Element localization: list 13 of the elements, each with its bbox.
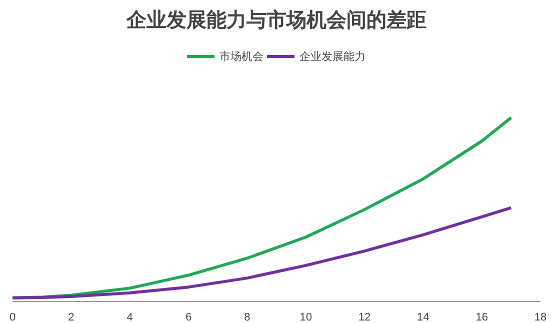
x-tick-label: 18 [534,312,547,323]
chart-title: 企业发展能力与市场机会间的差距 [126,8,426,32]
legend-label: 市场机会 [220,48,264,64]
x-tick-label: 16 [476,312,488,323]
x-tick-label: 0 [9,312,16,323]
x-tick-label: 8 [244,312,250,323]
x-tick-label: 4 [126,312,133,323]
x-tick-label: 14 [417,312,430,323]
x-tick-label: 2 [68,312,74,323]
x-tick-label: 6 [185,312,192,323]
x-tick-label: 10 [300,312,312,323]
x-tick-label: 12 [358,312,371,323]
legend-label: 企业发展能力 [300,48,366,64]
